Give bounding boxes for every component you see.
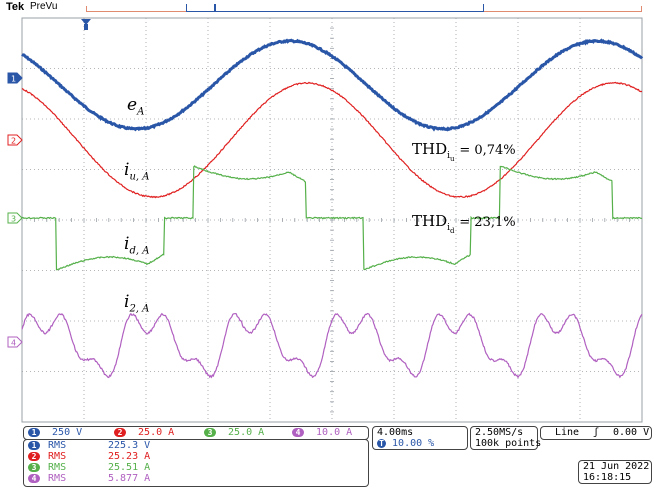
label-i2: i2, A (124, 292, 150, 315)
ch4-scale[interactable]: 4 10.0 A (292, 427, 352, 438)
date-label: 21 Jun 2022 (583, 461, 650, 472)
measurement-value: 5.877 A (108, 473, 151, 484)
measurement-value: 25.51 A (108, 462, 151, 473)
time-per-div: 4.00ms (377, 427, 414, 438)
trigger-position: T 10.00 % (377, 438, 434, 449)
trigger-source: Line (555, 427, 580, 438)
label-ea: eA (127, 95, 145, 118)
ch4-marker-label: 4 (11, 339, 16, 348)
thd-id-annotation: THDid = 23,1% (412, 212, 516, 235)
waveform-ch3-current (21, 165, 643, 271)
top-status-bar: Tek PreVu (0, 0, 657, 14)
thd-iu-annotation: THDiu = 0,74% (412, 140, 516, 163)
trigger-box[interactable]: Line ʃ 0.00 V (540, 426, 652, 440)
ch1-scale[interactable]: 1 250 V (28, 427, 82, 438)
waveform-display: 1 2 3 4 (7, 17, 644, 423)
ch2-level-marker[interactable] (7, 134, 23, 146)
waveform-ch4-current (21, 312, 643, 379)
measurement-row[interactable]: 3 RMS (28, 462, 66, 473)
timebase-box[interactable]: 4.00ms T 10.00 % (372, 426, 468, 450)
time-label: 16:18:15 (583, 472, 632, 483)
mode-label: PreVu (30, 1, 58, 12)
measurements-panel: 1 RMS 225.3 V 2 RMS 25.23 A 3 RMS 25.51 … (23, 439, 369, 487)
sample-rate: 2.50MS/s (475, 427, 524, 438)
measurement-value: 25.23 A (108, 451, 151, 462)
brand-logo: Tek (6, 1, 25, 13)
measurement-row[interactable]: 2 RMS (28, 451, 66, 462)
ch1-level-marker[interactable] (7, 72, 23, 84)
trigger-level: 0.00 V (613, 427, 650, 438)
record-length: 100k points (475, 438, 542, 449)
trigger-pos-icon: T (377, 438, 386, 448)
trigger-slope-icon: ʃ (593, 427, 600, 438)
label-iu: iu, A (124, 160, 150, 183)
measurement-row[interactable]: 1 RMS (28, 440, 66, 451)
waveform-ch2-current (21, 81, 643, 199)
label-id: id, A (124, 234, 150, 257)
ch1-marker-label: 1 (11, 75, 16, 84)
measurement-row[interactable]: 4 RMS (28, 473, 66, 484)
datetime-box: 21 Jun 2022 16:18:15 (578, 460, 652, 484)
ch4-level-marker[interactable] (7, 336, 23, 348)
measurement-value: 225.3 V (108, 440, 151, 451)
trigger-marker-top (214, 4, 216, 12)
ch2-scale[interactable]: 2 25.0 A (114, 427, 174, 438)
ch3-marker-label: 3 (11, 215, 16, 224)
ch3-level-marker[interactable] (7, 212, 23, 224)
trigger-position-icon (81, 19, 91, 30)
record-view-window[interactable] (186, 4, 484, 12)
ch2-marker-label: 2 (11, 137, 16, 146)
graticule (21, 17, 643, 423)
waveform-ch1-voltage (21, 38, 644, 132)
channel-scale-bar: 1 250 V 2 25.0 A 3 25.0 A 4 10.0 A (23, 426, 369, 440)
ch3-scale[interactable]: 3 25.0 A (204, 427, 264, 438)
acquisition-box[interactable]: 2.50MS/s 100k points (470, 426, 542, 450)
